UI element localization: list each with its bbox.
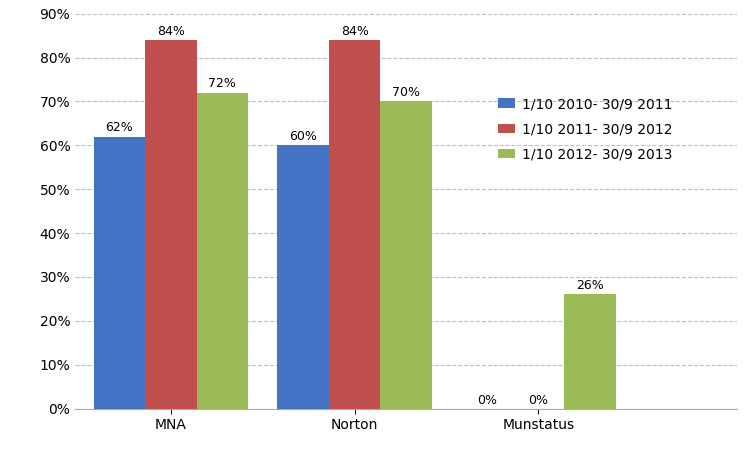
Text: 72%: 72% [208, 78, 236, 90]
Bar [381, 101, 432, 409]
Text: 0%: 0% [529, 394, 548, 407]
Text: 84%: 84% [341, 25, 368, 38]
Bar [145, 40, 196, 409]
Bar [277, 145, 329, 409]
Text: 0%: 0% [477, 394, 497, 407]
Bar [329, 40, 381, 409]
Text: 84%: 84% [157, 25, 185, 38]
Bar [196, 93, 248, 409]
Text: 60%: 60% [290, 130, 317, 143]
Text: 70%: 70% [392, 86, 420, 99]
Bar [93, 137, 145, 409]
Text: 62%: 62% [105, 121, 133, 134]
Bar [564, 295, 616, 409]
Text: 26%: 26% [576, 279, 604, 292]
Legend: 1/10 2010- 30/9 2011, 1/10 2011- 30/9 2012, 1/10 2012- 30/9 2013: 1/10 2010- 30/9 2011, 1/10 2011- 30/9 20… [493, 92, 678, 167]
